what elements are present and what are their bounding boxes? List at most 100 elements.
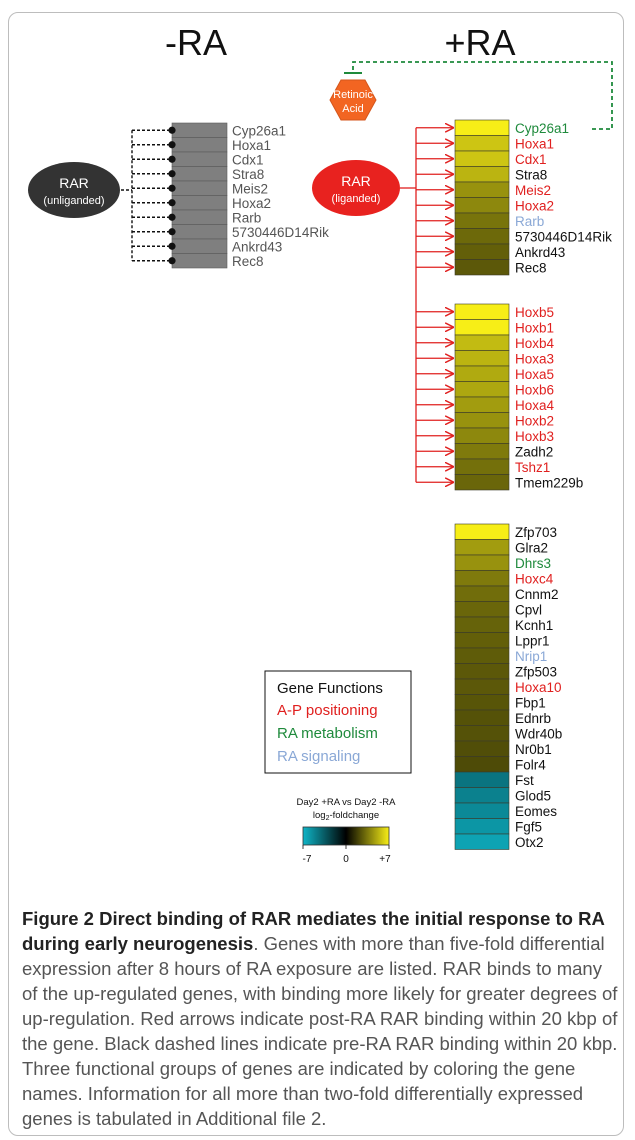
foldchange-colorbar: Day2 +RA vs Day2 -RA log2-foldchange -7 … [297,797,397,865]
gene-label-stra8: Stra8 [515,167,547,182]
heat-cell-hoxb6 [454,381,510,398]
gene-label-hoxa4: Hoxa4 [515,398,555,413]
heat-cell-hoxb3 [454,427,510,444]
gene-label-eomes: Eomes [515,804,557,819]
heat-cell-glod5 [454,787,510,804]
gene-label-hoxb5: Hoxb5 [515,305,554,320]
heat-cell-hoxa10 [454,678,510,695]
gene-label-cdx1: Cdx1 [515,152,547,167]
plus-ra-group3: Zfp703Glra2Dhrs3Hoxc4Cnnm2CpvlKcnh1Lppr1… [454,523,562,850]
minus-ra-gene-hoxa2: Hoxa2 [232,196,271,211]
heat-cell-dhrs3 [454,554,510,571]
rar-unliganded-node: RAR (unliganded) [28,162,120,218]
legend-item-ra-metabolism: RA metabolism [277,725,378,742]
minus-ra-dot-stra8 [168,170,176,178]
gene-label-tmem229b: Tmem229b [515,475,583,490]
gene-label-dhrs3: Dhrs3 [515,556,551,571]
minus-ra-gene-rec8: Rec8 [232,254,264,269]
header-plus-ra: +RA [444,22,515,63]
heat-cell-rec8 [454,259,510,276]
gene-label-hoxa1: Hoxa1 [515,136,554,151]
minus-ra-cell-rarb [171,209,228,225]
gene-label-rarb: Rarb [515,214,544,229]
heat-cell-fgf5 [454,818,510,835]
heat-cell-zfp503 [454,663,510,680]
minus-ra-gene-ankrd43: Ankrd43 [232,239,282,254]
minus-ra-dot-ankrd43 [168,242,176,250]
minus-ra-dot-rarb [168,213,176,221]
retinoic-acid-node: Retinoic Acid [329,79,377,121]
legend-item-ap-positioning: A-P positioning [277,702,378,719]
heat-cell-hoxb1 [454,319,510,336]
colorbar-gradient [302,826,390,846]
minus-ra-gene-hoxa1: Hoxa1 [232,138,271,153]
heat-cell-hoxb5 [454,303,510,320]
heat-cell-hoxb4 [454,334,510,351]
gene-label-kcnh1: Kcnh1 [515,618,553,633]
heat-cell-wdr40b [454,725,510,742]
gene-label-hoxc4: Hoxc4 [515,571,554,586]
gene-label-lppr1: Lppr1 [515,633,550,648]
minus-ra-gene-cdx1: Cdx1 [232,152,264,167]
plus-ra-group1: Cyp26a1Hoxa1Cdx1Stra8Meis2Hoxa2Rarb57304… [416,119,612,276]
heat-cell-fst [454,771,510,788]
gene-label-fst: Fst [515,773,534,788]
gene-label-hoxb1: Hoxb1 [515,320,554,335]
minus-ra-gene-cyp26a1: Cyp26a1 [232,123,286,138]
minus-ra-dot-meis2 [168,184,176,192]
minus-ra-dot-hoxa1 [168,141,176,149]
figure-diagram: -RA +RA Retinoic Acid RAR (unliganded) R… [28,22,613,865]
minus-ra-cell-hoxa1 [171,137,228,153]
gene-label-hoxa5: Hoxa5 [515,367,554,382]
heat-cell-glra2 [454,539,510,556]
minus-ra-cell-ankrd43 [171,238,228,254]
minus-ra-cell-cyp26a1 [171,122,228,138]
rar-liganded-label-1: RAR [341,173,371,189]
gene-label-glra2: Glra2 [515,540,548,555]
feedback-inhibition-line [344,61,613,130]
gene-label-hoxa10: Hoxa10 [515,680,562,695]
minus-ra-cell-hoxa2 [171,195,228,211]
heat-cell-tshz1 [454,458,510,475]
gene-functions-legend: Gene Functions A-P positioning RA metabo… [264,670,412,774]
heat-cell-cyp26a1 [454,119,510,136]
heat-cell-kcnh1 [454,616,510,633]
minus-ra-gene-5730446d14rik: 5730446D14Rik [232,225,329,240]
heat-cell-rarb [454,212,510,229]
heat-cell-hoxa1 [454,135,510,152]
gene-label-nr0b1: Nr0b1 [515,742,552,757]
heat-cell-hoxa4 [454,396,510,413]
colorbar-tick-zero: 0 [343,854,349,865]
heat-cell-cpvl [454,601,510,618]
gene-label-otx2: Otx2 [515,835,544,850]
heat-cell-hoxc4 [454,570,510,587]
minus-ra-cell-rec8 [171,253,228,269]
minus-ra-dot-cyp26a1 [168,126,176,134]
gene-label-5730446d14rik: 5730446D14Rik [515,229,612,244]
heat-cell-zadh2 [454,443,510,460]
gene-label-zadh2: Zadh2 [515,444,553,459]
minus-ra-gene-column: Cyp26a1Hoxa1Cdx1Stra8Meis2Hoxa2Rarb57304… [121,122,329,269]
colorbar-subtitle-base: 2 [326,815,330,822]
heat-cell-hoxb2 [454,412,510,429]
gene-label-hoxa2: Hoxa2 [515,198,554,213]
heat-cell-tmem229b [454,474,510,491]
header-minus-ra: -RA [165,22,227,63]
gene-label-cpvl: Cpvl [515,602,542,617]
gene-label-nrip1: Nrip1 [515,649,547,664]
heat-cell-hoxa5 [454,365,510,382]
heat-cell-eomes [454,802,510,819]
gene-label-fgf5: Fgf5 [515,819,542,834]
minus-ra-dot-cdx1 [168,155,176,163]
caption-text: . Genes with more than five-fold differe… [22,933,618,1129]
rar-unliganded-label-2: (unliganded) [43,195,104,207]
figure-caption: Figure 2 Direct binding of RAR mediates … [22,906,620,1131]
caption-title: Figure 2 Direct binding of RAR mediates … [22,908,605,954]
minus-ra-dot-hoxa2 [168,199,176,207]
minus-ra-gene-rarb: Rarb [232,210,261,225]
legend-title: Gene Functions [277,680,383,697]
gene-label-glod5: Glod5 [515,788,551,803]
plus-ra-group2: Hoxb5Hoxb1Hoxb4Hoxa3Hoxa5Hoxb6Hoxa4Hoxb2… [416,303,583,491]
heat-cell-hoxa3 [454,350,510,367]
